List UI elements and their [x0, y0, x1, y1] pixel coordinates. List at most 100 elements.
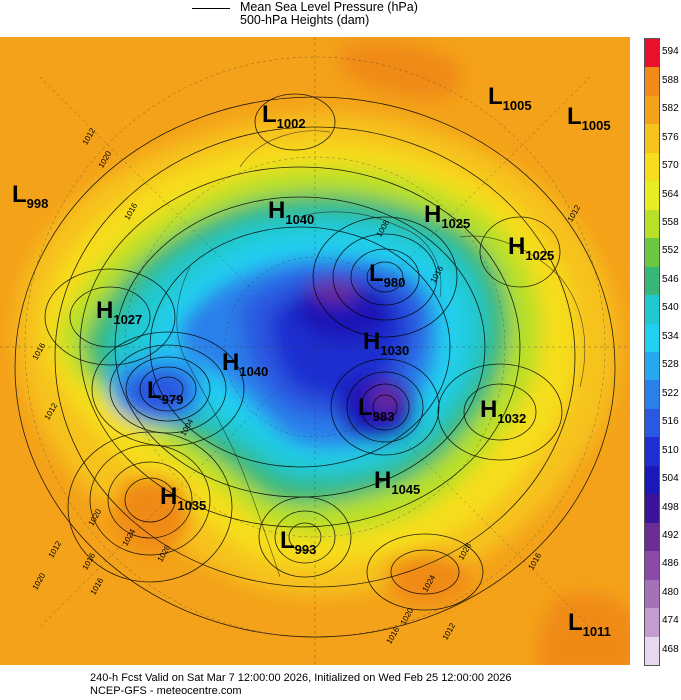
- colorbar-label: 594: [662, 46, 679, 58]
- colorbar-label: 564: [662, 188, 679, 200]
- colorbar-swatch: [645, 295, 659, 324]
- colorbar-swatch: [645, 608, 659, 637]
- low-pressure-center: L993: [280, 527, 317, 557]
- center-pressure-value: 993: [294, 542, 317, 557]
- height-field: [0, 37, 630, 665]
- colorbar-label: 576: [662, 131, 679, 143]
- center-pressure-value: 998: [26, 196, 49, 211]
- isobar-line-sample: [192, 8, 230, 9]
- center-pressure-value: 1040: [285, 212, 315, 227]
- high-pressure-center: H1025: [508, 233, 555, 263]
- center-pressure-value: 1040: [239, 364, 269, 379]
- colorbar-label: 498: [662, 501, 679, 513]
- center-pressure-value: 1025: [441, 216, 471, 231]
- colorbar-label: 552: [662, 245, 679, 257]
- center-letter: H: [508, 233, 526, 260]
- low-pressure-center: L1002: [262, 101, 306, 131]
- center-letter: L: [12, 181, 27, 208]
- low-pressure-center: L1005: [567, 103, 611, 133]
- legend-heights-label: 500-hPa Heights (dam): [240, 13, 370, 27]
- high-pressure-center: H1027: [96, 297, 143, 327]
- center-letter: L: [262, 101, 277, 128]
- colorbar-label: 516: [662, 416, 679, 428]
- center-letter: H: [374, 467, 392, 494]
- colorbar-swatch: [645, 494, 659, 523]
- high-pressure-center: H1040: [222, 349, 269, 379]
- colorbar-label: 522: [662, 387, 679, 399]
- source-credit: NCEP-GFS - meteocentre.com: [90, 685, 242, 697]
- center-pressure-value: 1011: [582, 624, 611, 639]
- colorbar-label: 486: [662, 558, 679, 570]
- colorbar-swatch: [645, 95, 659, 125]
- colorbar-swatch: [645, 408, 659, 438]
- weather-map: L1002 L1005 L1005 L998 H1040 H1025 H1025 L980 H1…: [0, 37, 630, 665]
- low-pressure-center: L983: [358, 394, 394, 424]
- center-pressure-value: 1005: [502, 98, 532, 113]
- center-pressure-value: 979: [161, 392, 184, 407]
- colorbar-swatch: [645, 437, 659, 466]
- high-pressure-center: H1025: [424, 201, 471, 231]
- colorbar-label: 474: [662, 615, 679, 627]
- center-letter: L: [488, 83, 503, 110]
- low-pressure-center: L980: [369, 260, 406, 290]
- colorbar-swatch: [645, 39, 659, 68]
- high-pressure-center: H1030: [363, 328, 410, 358]
- center-pressure-value: 1025: [525, 248, 555, 263]
- forecast-valid-text: 240-h Fcst Valid on Sat Mar 7 12:00:00 2…: [90, 672, 512, 684]
- center-pressure-value: 1030: [380, 343, 410, 358]
- colorbar-swatch: [645, 579, 659, 609]
- colorbar-label: 558: [662, 216, 679, 228]
- center-pressure-value: 980: [383, 275, 406, 290]
- colorbar-label: 582: [662, 103, 679, 115]
- center-letter: H: [96, 297, 114, 324]
- center-letter: L: [369, 260, 384, 287]
- colorbar-swatch: [645, 238, 659, 267]
- colorbar-label: 546: [662, 273, 679, 285]
- colorbar-label: 570: [662, 160, 679, 172]
- colorbar-swatch: [645, 181, 659, 210]
- center-letter: L: [567, 103, 582, 130]
- center-pressure-value: 1045: [391, 482, 421, 497]
- colorbar-swatch: [645, 209, 659, 239]
- colorbar-label: 528: [662, 359, 679, 371]
- low-pressure-center: L979: [147, 377, 184, 407]
- center-letter: L: [568, 609, 583, 636]
- colorbar-swatch: [645, 522, 659, 552]
- colorbar-swatch: [645, 551, 659, 580]
- forecast-footer: 240-h Fcst Valid on Sat Mar 7 12:00:00 2…: [90, 672, 512, 698]
- colorbar-label: 492: [662, 529, 679, 541]
- colorbar-swatch: [645, 152, 659, 182]
- center-pressure-value: 1027: [113, 312, 143, 327]
- center-pressure-value: 1002: [276, 116, 306, 131]
- low-pressure-center: L1011: [568, 609, 611, 639]
- low-pressure-center: L998: [12, 181, 49, 211]
- center-letter: H: [222, 349, 240, 376]
- colorbar-label: 534: [662, 330, 679, 342]
- colorbar-swatch: [645, 465, 659, 495]
- colorbar-swatch: [645, 352, 659, 381]
- center-pressure-value: 1005: [581, 118, 611, 133]
- center-letter: L: [280, 527, 295, 554]
- center-pressure-value: 1032: [497, 411, 527, 426]
- center-letter: H: [424, 201, 442, 228]
- colorbar-label: 588: [662, 74, 679, 86]
- colorbar-label: 510: [662, 444, 679, 456]
- colorbar: [644, 38, 660, 666]
- colorbar-swatch: [645, 323, 659, 352]
- colorbar-label: 480: [662, 586, 679, 598]
- high-pressure-center: H1040: [268, 197, 315, 227]
- colorbar-swatch: [645, 636, 659, 665]
- high-pressure-center: H1045: [374, 467, 421, 497]
- low-pressure-center: L1005: [488, 83, 532, 113]
- colorbar-label: 468: [662, 643, 679, 655]
- center-letter: L: [147, 377, 162, 404]
- colorbar-label: 540: [662, 302, 679, 314]
- center-letter: H: [363, 328, 381, 355]
- center-letter: L: [358, 394, 373, 421]
- center-letter: H: [480, 396, 498, 423]
- colorbar-swatch: [645, 380, 659, 409]
- center-letter: H: [268, 197, 286, 224]
- high-pressure-center: H1035: [160, 483, 206, 513]
- colorbar-swatch: [645, 67, 659, 96]
- high-pressure-center: H1032: [480, 396, 527, 426]
